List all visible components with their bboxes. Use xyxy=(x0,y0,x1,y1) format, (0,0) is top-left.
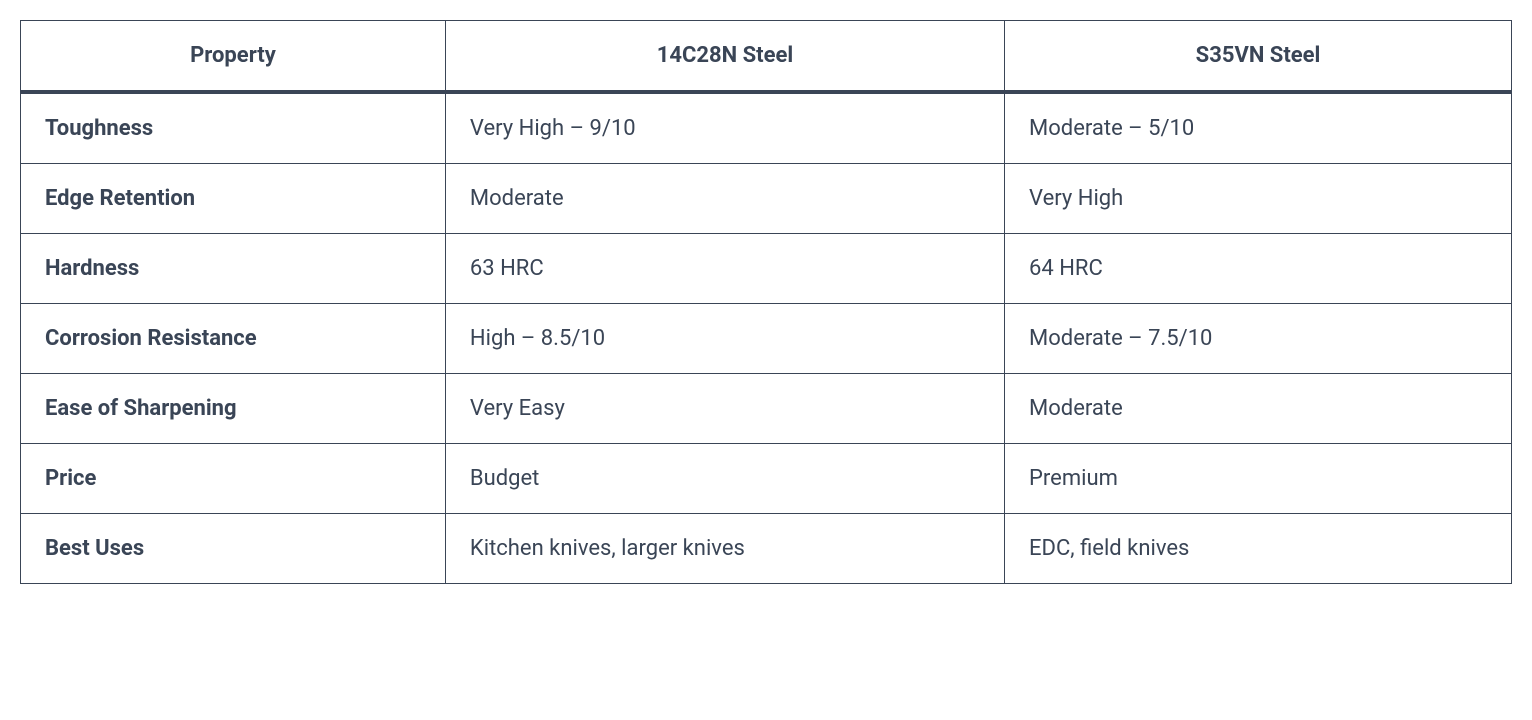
row-value-b: Moderate – 7.5/10 xyxy=(1005,304,1512,374)
row-value-a: High – 8.5/10 xyxy=(445,304,1004,374)
row-value-b: EDC, field knives xyxy=(1005,514,1512,584)
table-row: Hardness 63 HRC 64 HRC xyxy=(21,234,1512,304)
row-value-a: Very High – 9/10 xyxy=(445,92,1004,164)
row-value-b: 64 HRC xyxy=(1005,234,1512,304)
row-value-b: Moderate xyxy=(1005,374,1512,444)
row-property: Edge Retention xyxy=(21,164,446,234)
row-property: Hardness xyxy=(21,234,446,304)
table-row: Toughness Very High – 9/10 Moderate – 5/… xyxy=(21,92,1512,164)
row-value-b: Very High xyxy=(1005,164,1512,234)
row-value-a: Budget xyxy=(445,444,1004,514)
row-value-a: Kitchen knives, larger knives xyxy=(445,514,1004,584)
row-value-b: Premium xyxy=(1005,444,1512,514)
col-header-steel-b: S35VN Steel xyxy=(1005,21,1512,93)
comparison-table: Property 14C28N Steel S35VN Steel Toughn… xyxy=(20,20,1512,584)
row-property: Price xyxy=(21,444,446,514)
row-value-a: Very Easy xyxy=(445,374,1004,444)
table-row: Edge Retention Moderate Very High xyxy=(21,164,1512,234)
table-row: Ease of Sharpening Very Easy Moderate xyxy=(21,374,1512,444)
table-header-row: Property 14C28N Steel S35VN Steel xyxy=(21,21,1512,93)
table-row: Best Uses Kitchen knives, larger knives … xyxy=(21,514,1512,584)
row-value-b: Moderate – 5/10 xyxy=(1005,92,1512,164)
row-value-a: 63 HRC xyxy=(445,234,1004,304)
row-property: Corrosion Resistance xyxy=(21,304,446,374)
row-property: Toughness xyxy=(21,92,446,164)
row-property: Best Uses xyxy=(21,514,446,584)
table-row: Corrosion Resistance High – 8.5/10 Moder… xyxy=(21,304,1512,374)
row-value-a: Moderate xyxy=(445,164,1004,234)
col-header-steel-a: 14C28N Steel xyxy=(445,21,1004,93)
col-header-property: Property xyxy=(21,21,446,93)
row-property: Ease of Sharpening xyxy=(21,374,446,444)
table-row: Price Budget Premium xyxy=(21,444,1512,514)
